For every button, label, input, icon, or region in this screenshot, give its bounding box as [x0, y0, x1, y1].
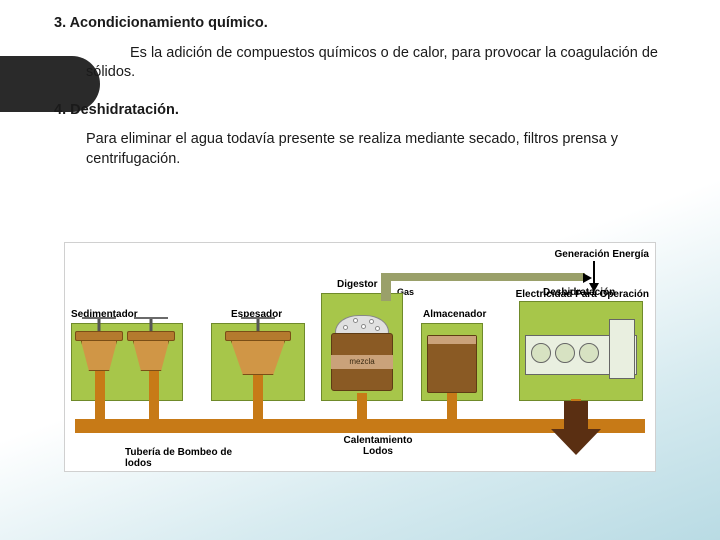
text-content: 3. Acondicionamiento químico. Es la adic…	[54, 14, 674, 187]
pipe-alm	[447, 393, 457, 421]
tank-sed-2	[127, 331, 175, 371]
arrow-head-gen	[589, 283, 599, 292]
arrow-line-gen	[593, 261, 595, 285]
pipe-gas-h	[381, 273, 585, 281]
label-generacion: Generación Energía	[555, 249, 649, 260]
dehydration-machinery	[525, 313, 637, 393]
digestor-vessel: mezcla	[327, 315, 397, 395]
pipe-dig	[357, 393, 367, 421]
process-diagram: Generación Energía Electricidad Para Ope…	[64, 242, 656, 472]
pipe-sed-2	[149, 371, 159, 421]
label-deshidratacion: Deshidratación	[543, 287, 615, 298]
slide: 3. Acondicionamiento químico. Es la adic…	[0, 0, 720, 540]
pipe-esp	[253, 375, 263, 421]
label-tuberia: Tubería de Bombeo de lodos	[125, 447, 245, 469]
paragraph-4: Para eliminar el agua todavía presente s…	[86, 130, 674, 169]
bubbles-icon	[341, 317, 383, 333]
almacenador-tank	[427, 335, 477, 393]
label-almacenador: Almacenador	[423, 309, 486, 320]
arrow-head-gas	[583, 273, 592, 283]
label-mezcla: mezcla	[331, 355, 393, 369]
label-digestor: Digestor	[337, 279, 378, 290]
paragraph-3: Es la adición de compuestos químicos o d…	[86, 44, 674, 83]
heading-4: 4. Deshidratación.	[54, 101, 674, 121]
tank-sed-1	[75, 331, 123, 371]
label-calentamiento: Calentamiento Lodos	[333, 435, 423, 457]
output-arrow	[551, 401, 601, 457]
tank-espesador	[225, 331, 291, 375]
pipe-sed-1	[95, 371, 105, 421]
heading-3: 3. Acondicionamiento químico.	[54, 14, 674, 34]
